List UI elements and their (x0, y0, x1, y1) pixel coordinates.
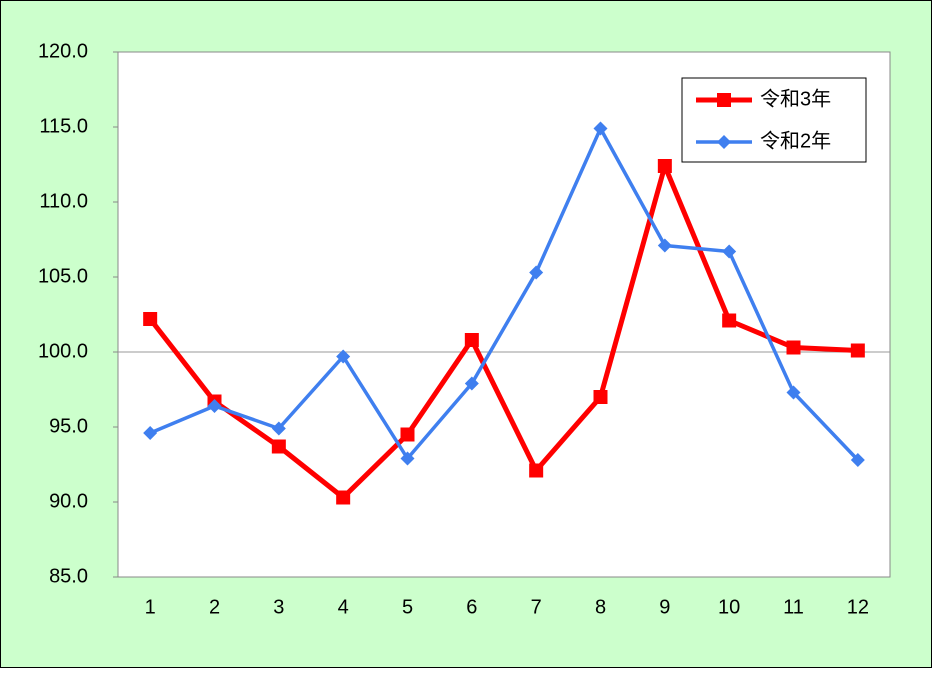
marker (657, 238, 672, 253)
series-line (149, 126, 860, 462)
y-tick-label: 110.0 (39, 190, 88, 212)
marker (722, 313, 737, 328)
y-tick-label: 105.0 (38, 265, 88, 287)
marker (271, 421, 286, 436)
marker (722, 244, 737, 259)
y-tick-label: 120.0 (38, 40, 88, 62)
x-tick-label: 10 (718, 596, 740, 618)
y-tick-label: 95.0 (49, 415, 88, 437)
marker (207, 399, 222, 413)
legend-box (681, 77, 867, 163)
y-tick-label: 90.0 (49, 490, 88, 512)
marker (657, 159, 672, 173)
marker (786, 340, 801, 355)
marker (336, 490, 351, 505)
legend-label: 令和2年 (760, 129, 831, 152)
x-tick-label: 5 (402, 596, 413, 618)
marker (593, 121, 608, 136)
y-tick-label: 100.0 (38, 340, 88, 362)
marker (850, 343, 865, 358)
x-tick-label: 11 (783, 596, 804, 618)
marker (143, 426, 158, 440)
legend-label: 令和3年 (760, 87, 831, 110)
x-tick-label: 3 (273, 596, 284, 618)
marker (464, 333, 479, 347)
x-tick-label: 8 (595, 596, 606, 618)
marker (850, 453, 865, 467)
marker (336, 349, 351, 364)
x-tick-label: 7 (531, 596, 542, 618)
marker (529, 265, 544, 280)
marker (464, 376, 479, 391)
x-tick-label: 4 (338, 596, 349, 618)
x-tick-label: 12 (847, 596, 869, 618)
y-tick-label: 115.0 (39, 115, 88, 137)
marker (271, 439, 286, 454)
series-line (148, 163, 858, 500)
marker (143, 312, 158, 326)
marker (717, 93, 731, 107)
x-tick-label: 2 (209, 596, 220, 618)
y-tick-label: 85.0 (49, 565, 88, 587)
marker (529, 463, 544, 478)
x-tick-label: 6 (466, 596, 477, 618)
x-tick-label: 1 (145, 596, 156, 618)
x-tick-label: 9 (659, 596, 670, 618)
marker (786, 385, 801, 400)
marker (593, 390, 608, 404)
marker (717, 135, 731, 149)
marker (400, 427, 415, 442)
marker (400, 451, 415, 466)
